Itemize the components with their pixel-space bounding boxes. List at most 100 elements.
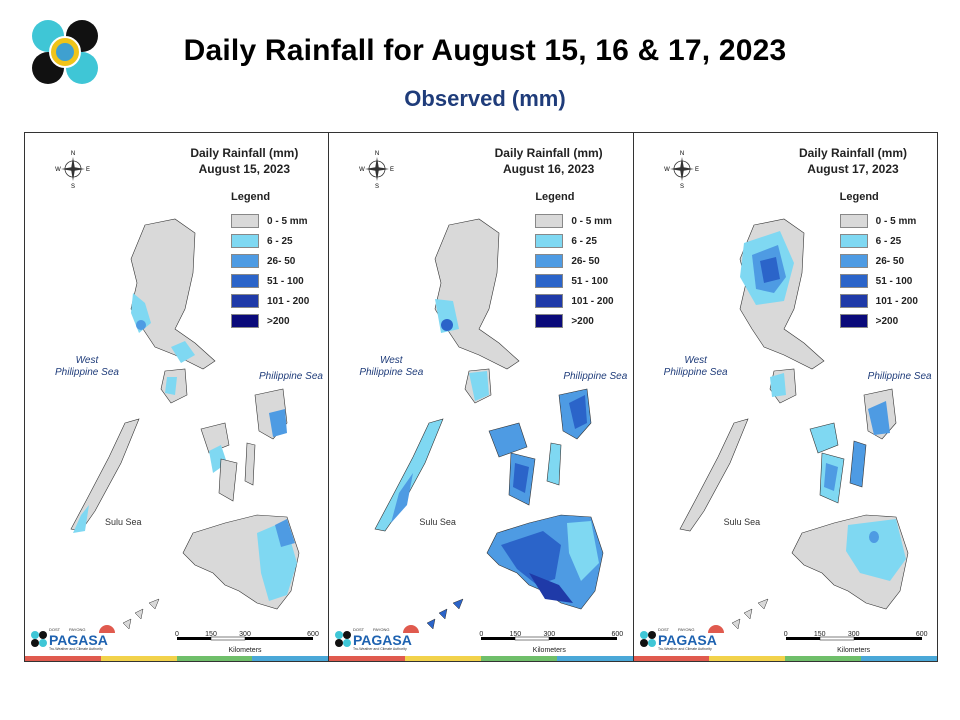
dost-pagasa-logo [32,20,98,84]
legend-label: 6 - 25 [571,235,597,247]
legend-swatch [231,274,259,288]
map-heading: Daily Rainfall (mm) [494,146,603,160]
legend-row: 6 - 25 [231,231,309,251]
sea-label-sulu: Sulu Sea [105,517,142,527]
sea-label-west: West Philippine Sea [663,355,728,378]
legend-swatch [535,274,564,288]
compass-s: S [71,184,75,189]
pagasa-logo: DOST PAYONG PAGASA Tru-Weather and Clima… [335,625,420,651]
legend-label: 101 - 200 [267,295,310,307]
legend-swatch [839,214,868,228]
scale-tick: 600 [307,631,319,638]
svg-text:S: S [680,184,684,189]
cebu-island [849,440,866,488]
legend-label: 101 - 200 [571,295,614,307]
legend-row: 6 - 25 [839,231,918,251]
scale-ticks: 0 150 300 600 [783,631,928,638]
legend-label: 0 - 5 mm [875,215,917,227]
sea-label-sulu: Sulu Sea [723,517,761,527]
legend-label: 101 - 200 [875,295,918,307]
palawan-island [70,418,140,532]
legend-swatch [535,314,564,328]
svg-text:N: N [679,151,683,157]
legend-row: 101 - 200 [231,291,309,311]
legend-swatch [231,234,259,248]
svg-text:PAYONG: PAYONG [678,627,695,632]
luzon-island [435,218,520,370]
legend-row: >200 [535,311,613,331]
cebu-island [547,442,562,486]
panay-island [488,422,528,458]
scale-bar [785,636,922,641]
legend-swatch [839,274,868,288]
legend-label: 51 - 100 [875,275,913,287]
svg-text:S: S [375,184,379,189]
scale-unit: Kilometers [532,647,566,654]
panay-island [809,422,838,454]
scale-bar [481,636,618,641]
palawan-island [374,418,444,532]
sea-label-east: Philippine Sea [259,371,323,382]
legend: 0 - 5 mm 6 - 25 26- 50 51 - 100 101 - 20… [839,211,918,331]
panay-island [200,422,230,454]
legend-swatch [839,314,868,328]
legend-row: 26- 50 [535,251,613,271]
legend-row: >200 [231,311,309,331]
map-header: Daily Rainfall (mm) August 16, 2023 [479,145,619,177]
legend-label: 6 - 25 [875,235,902,247]
legend-label: 6 - 25 [267,235,293,247]
svg-text:DOST: DOST [353,627,365,632]
legend-swatch [839,234,868,248]
svg-text:N: N [375,151,379,157]
compass-w: W [55,167,61,173]
svg-text:W: W [664,167,670,173]
scale-unit: Kilometers [228,647,262,654]
legend-label: 26- 50 [267,255,296,267]
legend-row: 26- 50 [839,251,918,271]
legend-swatch [231,254,259,268]
compass-e: E [86,167,90,173]
rainfall-map-panel-aug15: N S E W Daily Rainfall (mm) August 15, 2… [25,133,330,661]
compass-rose-icon: N S E W [55,151,90,189]
legend-swatch [535,214,564,228]
sea-label-sulu: Sulu Sea [419,517,456,527]
map-heading: Daily Rainfall (mm) [190,146,299,160]
legend-label: >200 [875,315,899,327]
cebu-island [244,442,256,486]
legend-label: >200 [267,315,290,327]
negros-island [218,458,238,502]
map-date: August 17, 2023 [807,162,899,176]
legend-label: 0 - 5 mm [267,215,308,227]
map-date: August 15, 2023 [198,162,291,176]
scale-tick: 150 [205,631,217,638]
scale-unit: Kilometers [837,647,871,654]
legend-row: 0 - 5 mm [839,211,918,231]
map-date: August 16, 2023 [502,162,595,176]
legend-row: 101 - 200 [839,291,918,311]
legend: 0 - 5 mm 6 - 25 26- 50 51 - 100 101 - 20… [231,211,309,331]
svg-text:E: E [390,167,394,173]
legend-row: 101 - 200 [535,291,614,311]
philippines-rainfall-map [374,218,604,630]
scale-tick: 300 [239,631,251,638]
scale-tick: 0 [175,631,179,638]
sea-label-east: Philippine Sea [563,371,628,382]
sea-label-west: West Philippine Sea [55,355,119,378]
legend-label: >200 [571,315,594,327]
pagasa-logo: DOST PAYONG PAGASA Tru-Weather and Clima… [31,625,115,651]
sea-label-west: West Philippine Sea [359,355,424,378]
sea-label-east: Philippine Sea [867,371,932,382]
svg-text:Tru-Weather and Climate Author: Tru-Weather and Climate Authority [658,647,712,651]
legend-label: 51 - 100 [571,275,609,287]
map-header: Daily Rainfall (mm) August 17, 2023 [783,145,923,177]
svg-text:PAYONG: PAYONG [373,627,390,632]
legend-title: Legend [535,191,575,203]
svg-text:PAGASA: PAGASA [49,632,108,648]
map-panels: N S E W Daily Rainfall (mm) August 15, 2… [24,132,938,662]
legend-row: 26- 50 [231,251,309,271]
legend-swatch [839,254,868,268]
legend-title: Legend [231,191,271,203]
legend-swatch [535,254,564,268]
map-header: Daily Rainfall (mm) August 15, 2023 [174,145,314,177]
legend-title: Legend [839,191,879,203]
